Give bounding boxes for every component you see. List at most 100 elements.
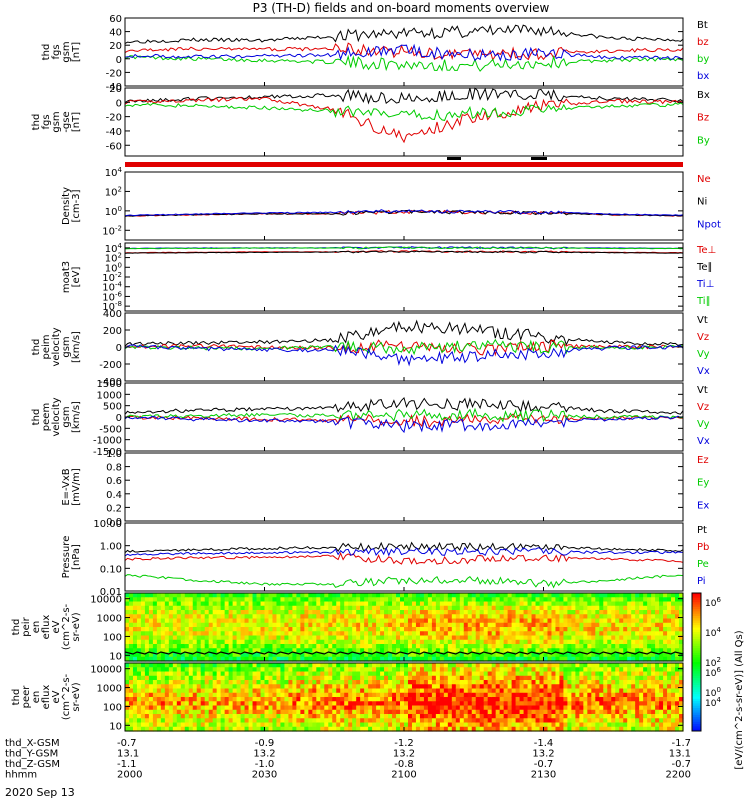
- y-tick-label: 10: [109, 721, 122, 732]
- heatmap-cell: [316, 688, 321, 694]
- heatmap-cell: [667, 601, 672, 607]
- heatmap-cell: [332, 656, 337, 662]
- heatmap-cell: [328, 705, 333, 711]
- heatmap-cell: [220, 639, 226, 645]
- heatmap-cell: [499, 709, 505, 715]
- heatmap-cell: [168, 663, 174, 668]
- heatmap-cell: [547, 684, 553, 690]
- heatmap-cell: [216, 648, 222, 654]
- heatmap-cell: [639, 593, 644, 598]
- heatmap-cell: [140, 644, 146, 649]
- heatmap-cell: [376, 701, 381, 707]
- heatmap-cell: [244, 593, 250, 598]
- heatmap-cell: [144, 652, 150, 658]
- heatmap-cell: [132, 705, 138, 711]
- heatmap-cell: [212, 663, 218, 668]
- orbit-value: -1.4: [534, 738, 554, 749]
- heatmap-cell: [583, 610, 588, 615]
- heatmap-cell: [296, 675, 301, 681]
- heatmap-cell: [400, 692, 405, 698]
- heatmap-cell: [479, 597, 485, 603]
- heatmap-cell: [260, 656, 266, 662]
- heatmap-cell: [535, 692, 541, 698]
- heatmap-cell: [360, 722, 365, 728]
- heatmap-cell: [591, 726, 596, 732]
- heatmap-cell: [527, 627, 533, 632]
- heatmap-cell: [623, 593, 628, 598]
- heatmap-cell: [232, 652, 238, 658]
- heatmap-cell: [467, 671, 473, 677]
- heatmap-cell: [352, 714, 357, 719]
- heatmap-cell: [459, 663, 465, 668]
- heatmap-cell: [280, 593, 286, 598]
- heatmap-cell: [603, 639, 608, 645]
- heatmap-cell: [256, 688, 262, 694]
- heatmap-cell: [655, 605, 660, 611]
- heatmap-cell: [340, 722, 345, 728]
- heatmap-cell: [144, 639, 150, 645]
- heatmap-cell: [220, 635, 226, 641]
- heatmap-cell: [507, 627, 513, 632]
- orbit-value: -1.7: [671, 738, 691, 749]
- heatmap-cell: [603, 680, 608, 685]
- heatmap-cell: [396, 726, 401, 732]
- heatmap-cell: [256, 593, 262, 598]
- heatmap-cell: [579, 671, 584, 677]
- heatmap-cell: [148, 656, 154, 662]
- heatmap-cell: [619, 614, 624, 620]
- heatmap-cell: [495, 714, 501, 719]
- heatmap-cell: [184, 692, 190, 698]
- heatmap-cell: [419, 680, 425, 685]
- heatmap-cell: [639, 692, 644, 698]
- heatmap-cell: [547, 697, 553, 702]
- heatmap-cell: [388, 610, 393, 615]
- heatmap-cell: [344, 701, 349, 707]
- heatmap-cell: [659, 610, 664, 615]
- heatmap-cell: [603, 684, 608, 690]
- heatmap-cell: [611, 709, 616, 715]
- heatmap-cell: [216, 705, 222, 711]
- heatmap-cell: [483, 726, 489, 732]
- heatmap-cell: [125, 644, 130, 649]
- heatmap-cell: [284, 671, 290, 677]
- heatmap-cell: [447, 614, 453, 620]
- heatmap-cell: [519, 593, 525, 598]
- heatmap-cell: [415, 718, 421, 724]
- heatmap-cell: [595, 705, 600, 711]
- y-axis-label: eflux: [41, 615, 52, 640]
- heatmap-cell: [208, 701, 214, 707]
- heatmap-cell: [148, 671, 154, 677]
- heatmap-cell: [192, 648, 198, 654]
- heatmap-cell: [423, 622, 429, 628]
- legend-Ey: Ey: [697, 478, 709, 489]
- heatmap-cell: [439, 635, 445, 641]
- heatmap-cell: [639, 652, 644, 658]
- heatmap-cell: [587, 635, 592, 641]
- heatmap-cell: [615, 648, 620, 654]
- heatmap-cell: [376, 597, 381, 603]
- y-tick-label: 10000: [90, 665, 122, 676]
- heatmap-cell: [483, 631, 489, 637]
- heatmap-cell: [631, 692, 636, 698]
- heatmap-cell: [348, 663, 353, 668]
- heatmap-cell: [643, 618, 648, 624]
- heatmap-cell: [555, 680, 561, 685]
- colorbar-step: [692, 710, 701, 714]
- heatmap-cell: [419, 593, 425, 598]
- heatmap-cell: [140, 622, 146, 628]
- heatmap-cell: [324, 605, 329, 611]
- y-tick-label: 0.0: [106, 517, 122, 528]
- heatmap-cell: [152, 692, 158, 698]
- heatmap-cell: [611, 644, 616, 649]
- heatmap-cell: [611, 631, 616, 637]
- heatmap-cell: [407, 601, 413, 607]
- series-line-bz: [124, 42, 684, 62]
- heatmap-cell: [220, 631, 226, 637]
- heatmap-cell: [631, 709, 636, 715]
- heatmap-cell: [627, 631, 632, 637]
- heatmap-cell: [411, 614, 417, 620]
- heatmap-cell: [144, 644, 150, 649]
- heatmap-cell: [543, 688, 549, 694]
- heatmap-cell: [324, 622, 329, 628]
- heatmap-cell: [160, 656, 166, 662]
